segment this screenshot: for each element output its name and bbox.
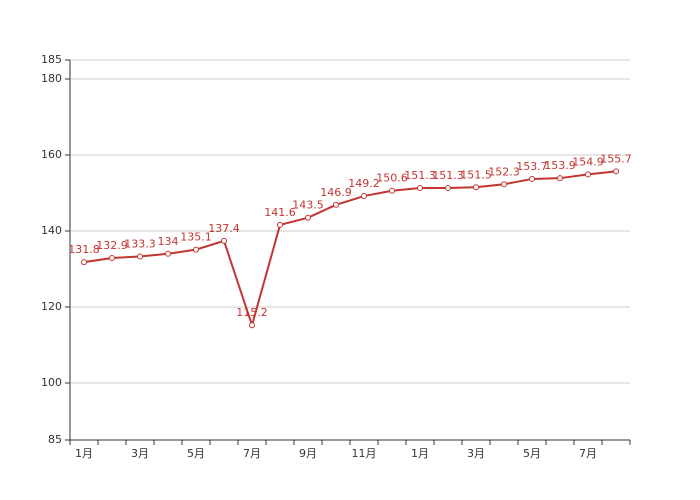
point	[137, 253, 143, 260]
value-label: 151.5	[460, 168, 492, 181]
point	[389, 187, 395, 194]
value-label: 153.7	[516, 160, 548, 173]
point	[305, 214, 311, 221]
x-tick-label: 5月	[523, 447, 541, 460]
x-tick-label: 1月	[411, 447, 429, 460]
x-tick-label: 7月	[579, 447, 597, 460]
y-tick-label: 140	[41, 224, 62, 237]
x-tick-label: 5月	[187, 447, 205, 460]
point	[81, 259, 87, 266]
value-label: 115.2	[236, 306, 268, 319]
point	[249, 322, 255, 329]
value-label: 146.9	[320, 186, 352, 199]
value-label: 150.6	[376, 172, 408, 185]
point	[501, 181, 507, 188]
x-tick-label: 11月	[352, 447, 377, 460]
value-label: 135.1	[180, 231, 212, 244]
point	[613, 168, 619, 175]
point	[333, 201, 339, 208]
value-label: 155.7	[600, 152, 632, 165]
x-tick-label: 9月	[299, 447, 317, 460]
y-tick-label: 85	[48, 433, 62, 446]
y-tick-label: 120	[41, 300, 62, 313]
point	[361, 193, 367, 200]
point	[557, 175, 563, 182]
point	[417, 185, 423, 192]
value-label: 131.8	[68, 243, 100, 256]
y-tick-label: 180	[41, 72, 62, 85]
point	[221, 237, 227, 244]
value-label: 152.3	[488, 165, 520, 178]
y-tick-label: 185	[41, 53, 62, 66]
y-tick-label: 100	[41, 376, 62, 389]
x-tick-label: 1月	[75, 447, 93, 460]
point	[473, 184, 479, 191]
line	[83, 170, 617, 329]
point	[529, 175, 535, 182]
point	[585, 171, 591, 178]
x-tick-label: 3月	[131, 447, 149, 460]
x-tick-label: 7月	[243, 447, 261, 460]
point	[193, 246, 199, 253]
point	[277, 221, 283, 228]
value-label: 141.6	[264, 206, 296, 219]
point	[109, 254, 115, 261]
point	[445, 185, 451, 192]
value-label: 149.2	[348, 177, 380, 190]
value-label: 143.5	[292, 199, 324, 212]
x-tick-label: 3月	[467, 447, 485, 460]
value-label: 134	[158, 235, 179, 248]
value-label: 151.3	[432, 169, 464, 182]
y-tick-label: 160	[41, 148, 62, 161]
value-label: 133.3	[124, 237, 156, 250]
value-label: 151.3	[404, 169, 436, 182]
value-label: 137.4	[208, 222, 240, 235]
value-label: 132.9	[96, 239, 128, 252]
value-label: 154.9	[572, 155, 604, 168]
value-label: 153.9	[544, 159, 576, 172]
point	[165, 250, 171, 257]
